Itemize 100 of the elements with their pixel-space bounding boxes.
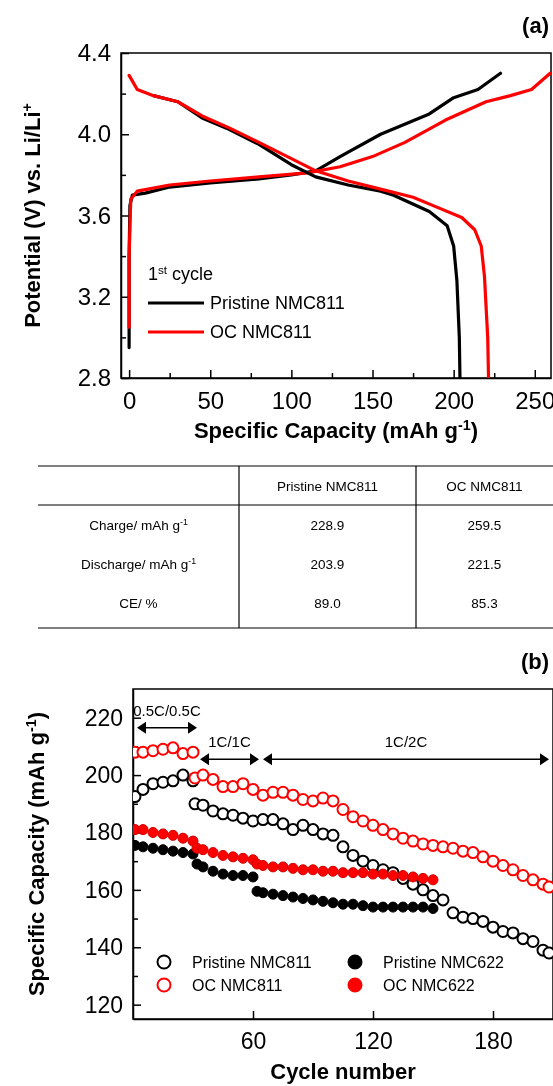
point [296,792,310,806]
point [297,864,309,876]
point [156,742,170,756]
point [476,914,490,928]
point [186,745,200,759]
point [177,847,189,859]
point [446,906,460,920]
point [276,785,290,799]
x-tick-label: 200 [434,387,475,415]
point [256,788,270,802]
point [206,772,220,786]
data-label: 203.9 [310,556,345,572]
point [276,817,290,831]
data-label: 259.5 [467,517,502,533]
point [157,844,169,856]
point [236,777,250,791]
point [337,898,349,910]
x-tick-label: 180 [474,1028,513,1055]
point [377,868,389,880]
point [197,861,209,873]
point [346,810,360,824]
point [147,826,159,838]
point [266,813,280,827]
point [496,924,510,938]
point [347,898,359,910]
point [247,871,259,883]
point [367,868,379,880]
point [486,854,500,868]
point [246,782,260,796]
point [267,888,279,900]
y-tick-label: 3.2 [77,282,111,310]
point [506,926,520,940]
point [367,901,379,913]
point [436,893,450,907]
point [307,894,319,906]
y-tick-label: 220 [84,704,123,731]
x-axis-title: Cycle number [270,1059,417,1084]
point [516,932,530,946]
x-tick-label: 120 [354,1028,393,1055]
point [476,850,490,864]
annotation: 1C/2C [384,733,428,751]
point [327,897,339,909]
text: (b) [520,649,549,674]
point [257,859,269,871]
point [196,768,210,782]
point [297,892,309,904]
point [286,823,300,837]
point [176,768,190,782]
point [137,824,149,836]
point [346,848,360,862]
x-axis-title: Specific Capacity (mAh g$^{-1}$) [193,417,479,443]
text: Pristine NMC811 [276,478,379,494]
annotation: 1C/1C [208,733,251,751]
point [317,865,329,877]
point [147,842,159,854]
point [326,794,340,808]
point [237,852,249,864]
point [156,775,170,789]
data-label: 85.3 [471,595,498,611]
category-label: CE/ % [119,595,158,611]
x-tick-label: 0 [122,387,137,415]
legend-title: 1$^{st}$ cycle [148,262,214,284]
point [207,865,219,877]
point [496,858,510,872]
y-tick-label: 120 [84,991,123,1018]
x-tick-label: 50 [197,387,225,415]
point [207,847,219,859]
point [136,782,150,796]
point [217,868,229,880]
point [196,798,210,812]
x-tick-label: 60 [240,1028,267,1055]
y-tick-label: 4.0 [77,120,111,148]
point [277,890,289,902]
text: (a) [522,13,549,38]
y-tick-label: 4.4 [77,39,111,67]
category-label: Charge/ mAh g$^{-1}$ [89,516,188,533]
x-tick-label: 150 [352,387,394,415]
point [446,841,460,855]
legend-label: Pristine NMC811 [210,293,345,313]
y-tick-label: 3.6 [77,201,111,229]
y-tick-label: 180 [84,819,123,846]
x-tick-label: 100 [271,387,312,415]
point [267,861,279,873]
point [166,741,180,755]
point [236,811,250,825]
point [366,818,380,832]
point [226,780,240,794]
point [516,869,530,883]
data-label: 221.5 [467,556,502,572]
point [286,788,300,802]
point [407,901,419,913]
point [426,838,440,852]
legend-label: Pristine NMC622 [383,954,505,971]
point [376,823,390,837]
point [217,849,229,861]
point [396,831,410,845]
point [357,867,369,879]
data-label: 228.9 [310,517,345,533]
point [417,872,429,884]
point [377,901,389,913]
